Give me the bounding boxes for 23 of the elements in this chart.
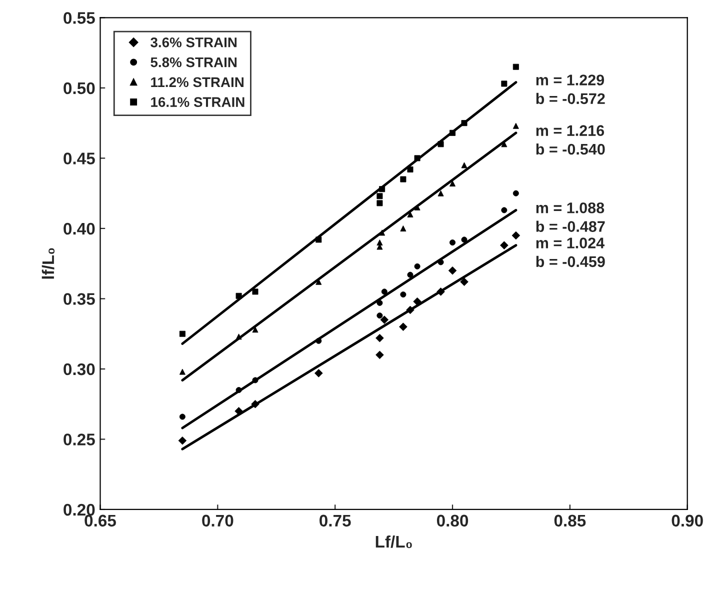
- annotation: m = 1.229 b = -0.572: [536, 74, 605, 104]
- x-tick-label: 0.75: [320, 514, 351, 527]
- legend-label: 11.2% STRAIN: [151, 77, 244, 88]
- annotation: m = 1.216 b = -0.540: [536, 125, 605, 155]
- y-tick-label: 0.45: [64, 152, 95, 164]
- y-tick-label: 0.55: [64, 12, 95, 24]
- x-tick-label: 0.70: [202, 514, 234, 527]
- x-tick-label: 0.80: [436, 514, 468, 527]
- x-tick-label: 0.85: [554, 514, 586, 527]
- y-axis-title: lf/L₀: [42, 248, 55, 279]
- y-tick-label: 0.40: [64, 222, 95, 235]
- legend-label: 5.8% STRAIN: [150, 57, 237, 68]
- y-tick-label: 0.30: [64, 363, 95, 376]
- x-axis-title: Lf/L₀: [376, 535, 412, 548]
- annotation: m = 1.024 b = -0.459: [536, 238, 605, 268]
- y-tick-label: 0.35: [64, 293, 95, 305]
- x-tick-label: 0.90: [672, 514, 703, 527]
- y-tick-label: 0.50: [64, 82, 95, 94]
- y-tick-label: 0.20: [64, 504, 95, 516]
- legend-label: 3.6% STRAIN: [150, 37, 237, 48]
- x-tick-label: 0.65: [84, 514, 116, 527]
- legend-label: 16.1% STRAIN: [151, 97, 244, 107]
- y-tick-label: 0.25: [64, 434, 95, 446]
